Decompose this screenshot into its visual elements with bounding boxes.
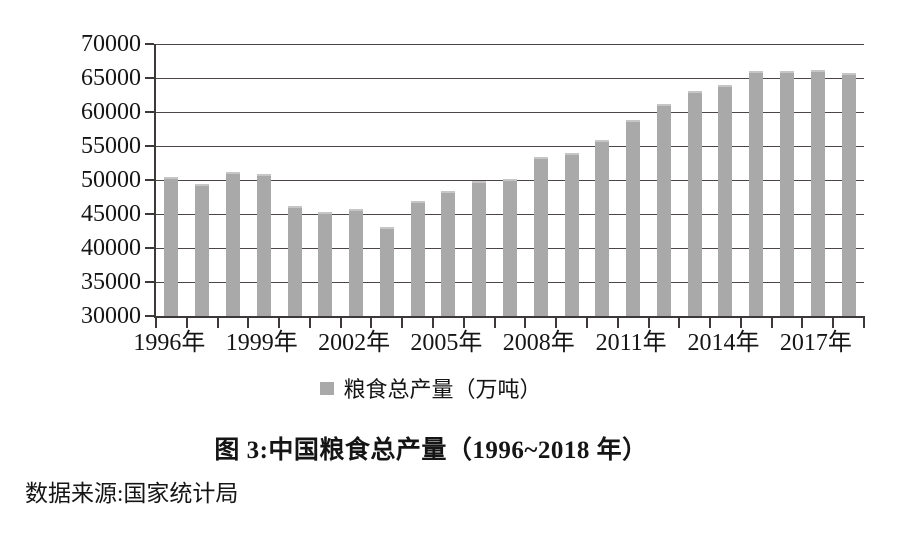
bar (687, 91, 702, 316)
data-source: 数据来源:国家统计局 (25, 481, 239, 506)
bar (626, 119, 641, 316)
x-axis-label: 1996年 (133, 330, 206, 356)
x-axis-tick (801, 316, 804, 328)
bar (472, 181, 487, 316)
grid-line (156, 43, 864, 45)
y-axis-label: 40000 (81, 235, 141, 261)
y-axis-tick (145, 77, 154, 79)
y-axis-tick (145, 43, 154, 45)
x-axis-tick (370, 316, 373, 328)
y-axis-tick (145, 247, 154, 249)
y-axis-label: 45000 (81, 201, 141, 227)
bar (841, 72, 856, 316)
bar (287, 205, 302, 316)
y-axis-tick (145, 281, 154, 283)
x-axis-tick (493, 316, 496, 328)
figure-caption: 图 3:中国粮食总产量（1996~2018 年） (214, 437, 648, 464)
bar (318, 212, 333, 316)
bar (441, 190, 456, 316)
bar (503, 178, 517, 316)
x-axis-tick (647, 316, 650, 328)
legend-swatch-icon (320, 381, 335, 395)
bar (780, 70, 795, 316)
x-axis-tick (308, 316, 311, 328)
legend: 粮食总产量（万吨） (0, 375, 862, 402)
y-axis-tick (145, 111, 154, 113)
x-axis-tick (585, 316, 588, 328)
x-axis-label: 2011年 (595, 330, 667, 356)
x-axis-tick (770, 316, 773, 328)
x-axis-tick (678, 316, 681, 328)
x-axis-label: 2008年 (502, 330, 575, 356)
legend-label: 粮食总产量（万吨） (343, 377, 542, 402)
bar (749, 70, 764, 316)
grid-line (156, 77, 864, 79)
grid-line (156, 111, 864, 113)
x-axis-tick (432, 316, 435, 328)
bar (225, 171, 240, 316)
y-axis-label: 70000 (81, 31, 141, 57)
x-axis-tick (739, 316, 742, 328)
y-axis-label: 30000 (81, 303, 141, 329)
y-axis-label: 55000 (81, 133, 141, 159)
x-axis-tick (278, 316, 281, 328)
x-axis-tick (555, 316, 558, 328)
x-axis-tick (616, 316, 619, 328)
x-axis-tick (863, 316, 865, 328)
bar (349, 209, 364, 316)
y-axis-label: 65000 (81, 65, 141, 91)
plot-area (145, 43, 865, 328)
bar (379, 227, 394, 316)
x-axis-tick (339, 316, 342, 328)
x-axis-tick (155, 316, 157, 328)
x-axis-label: 1999年 (225, 330, 298, 356)
bar (718, 85, 733, 316)
bar (410, 200, 425, 316)
bar (256, 174, 271, 316)
bar (164, 176, 179, 316)
x-axis-label: 2017年 (779, 330, 852, 356)
y-axis-tick (145, 213, 154, 215)
x-axis-tick (216, 316, 219, 328)
x-axis-label: 2005年 (410, 330, 483, 356)
y-axis-label: 50000 (81, 167, 141, 193)
x-axis-label: 2014年 (687, 330, 760, 356)
bar (810, 70, 825, 316)
x-axis-tick (185, 316, 188, 328)
y-axis-label: 60000 (81, 99, 141, 125)
x-axis-tick (709, 316, 712, 328)
y-axis-label: 35000 (81, 269, 141, 295)
bar (195, 183, 210, 316)
bar (564, 153, 579, 316)
y-axis-tick (145, 315, 154, 317)
x-axis-tick (524, 316, 527, 328)
y-axis-tick (145, 179, 154, 181)
x-axis-tick (401, 316, 404, 328)
x-axis-tick (462, 316, 465, 328)
bar (656, 103, 671, 316)
grid-line (156, 145, 864, 147)
y-axis-tick (145, 145, 154, 147)
x-axis-tick (247, 316, 250, 328)
bar (533, 156, 548, 316)
x-axis-tick (832, 316, 835, 328)
bar (595, 139, 610, 316)
x-axis-label: 2002年 (318, 330, 391, 356)
